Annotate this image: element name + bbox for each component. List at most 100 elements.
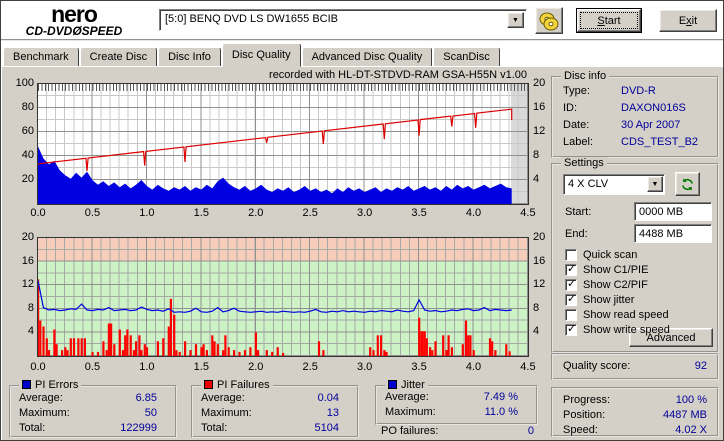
tab-benchmark[interactable]: Benchmark [3,47,79,67]
bar-pi-failures [64,347,67,356]
bar-pi-failures [135,341,138,356]
chevron-down-icon[interactable]: ▼ [647,176,663,192]
bar-pi-failures [322,350,325,356]
y-tick-label: 12 [533,125,546,137]
disc-type-label: Type: [563,85,590,97]
advanced-button[interactable]: Advanced [629,328,713,347]
drive-select[interactable]: [5:0] BENQ DVD LS DW1655 BCIB ▼ [159,9,527,31]
position-value: 4487 MB [662,409,707,421]
bar-pi-failures [238,351,241,356]
y-tick-label: 8 [533,149,540,161]
bar-pi-failures [200,347,203,356]
bar-pi-failures [233,350,236,356]
pi-errors-legend: PI Errors [19,379,82,391]
bar-pi-failures [491,341,494,356]
y-tick-label: 12 [533,278,546,291]
bar-pi-failures [257,350,260,356]
tab-advanced-disc-quality[interactable]: Advanced Disc Quality [301,47,433,67]
pi-errors-total-label: Total: [19,422,46,434]
scan-speed-select[interactable]: 4 X CLV ▼ [563,174,665,195]
x-tick-label: 1.5 [193,207,209,219]
bar-pi-failures [118,329,121,356]
checkmark-icon: ✓ [567,293,577,305]
bar-pi-failures [145,347,149,356]
pi-failures-average-label: Average: [201,392,245,404]
end-position-input[interactable]: 4488 MB [634,224,712,243]
disc-info-box: Disc info Type: DVD-R ID: DAXON016S Date… [551,70,719,158]
chart-recorded-with-label: recorded with HL-DT-STDVD-RAM GSA-H55N v… [269,69,527,81]
checkbox-show-read-speed[interactable] [565,309,577,321]
start-position-input[interactable]: 0000 MB [634,202,712,221]
pi-errors-color-swatch [22,380,31,389]
tab-disc-info[interactable]: Disc Info [158,47,221,67]
tab-create-disc[interactable]: Create Disc [79,47,158,67]
bar-pi-failures [505,344,508,356]
x-tick-label: 3.0 [356,207,373,219]
bar-pi-failures [211,335,214,356]
y-tick-label: 16 [21,254,34,267]
progress-label: Progress: [563,394,611,406]
checkbox-show-c1-pie[interactable]: ✓ [565,263,577,276]
series-pi-errors [38,146,512,204]
disc-info-legend: Disc info [561,70,610,82]
bar-pi-failures [425,338,428,356]
disc-id-value: DAXON016S [621,102,686,114]
checkbox-show-c2-pif[interactable]: ✓ [565,278,577,291]
bar-pi-failures [80,338,83,356]
refresh-button[interactable] [675,172,700,196]
disc-date-label: Date: [563,119,590,131]
checkbox-show-jitter[interactable]: ✓ [565,293,577,306]
pi-failures-x-axis: 0.0 0.5 1.0 1.5 2.0 2.5 3.0 3.5 4.0 4.5 [30,361,535,373]
bar-pi-failures [467,335,470,356]
start-button[interactable]: Start [577,9,641,32]
nero-logo: nero CD-DVDØSPEED [9,3,139,38]
bar-pi-failures [380,335,383,356]
x-tick-label: 1.0 [139,361,155,373]
pi-errors-x-axis: 0.0 0.5 1.0 1.5 2.0 2.5 3.0 3.5 4.0 4.5 [30,207,535,219]
bar-pi-failures [105,350,108,356]
pi-failures-chart-svg [38,279,512,356]
x-tick-label: 2.5 [302,361,318,373]
checkbox-label-show-jitter: Show jitter [583,294,635,306]
po-failures-label: PO failures: [381,425,439,437]
disc-label-value: CDS_TEST_B2 [621,136,699,148]
bar-pi-failures [423,331,426,356]
progress-value: 100 % [675,394,707,406]
logo-text-cdspeed: CD-DVDØSPEED [25,24,123,38]
checkbox-label-show-c1-pie: Show C1/PIE [583,264,649,276]
scan-speed-value: 4 X CLV [568,178,609,190]
x-tick-label: 1.0 [139,207,155,219]
chevron-down-icon[interactable]: ▼ [507,12,524,28]
jitter-maximum-label: Maximum: [385,406,436,418]
bar-pi-failures [450,347,453,356]
x-tick-label: 4.5 [520,207,536,219]
bar-pi-failures [271,351,274,356]
start-position-label: Start: [565,206,592,218]
tab-disc-quality[interactable]: Disc Quality [221,43,301,67]
jitter-maximum-value: 11.0 % [484,406,518,418]
bar-pi-failures [205,350,208,356]
bar-pi-failures [91,351,94,356]
pi-failures-stats-box: PI Failures Average: 0.04 Maximum: 13 Tota… [191,379,359,438]
jitter-average-value: 7.49 % [483,391,518,403]
y-tick-label: 20 [21,173,34,185]
bar-pi-failures [162,338,165,356]
x-tick-label: 3.5 [411,207,427,219]
bar-pi-failures [376,335,379,356]
bar-pi-failures [113,344,116,356]
checkbox-quick-scan[interactable] [565,249,577,261]
tab-scandisc[interactable]: ScanDisc [433,47,500,67]
bar-pi-failures [469,335,472,356]
checkbox-show-write-speed[interactable]: ✓ [565,323,577,336]
bar-pi-failures [189,350,192,356]
bar-pi-failures [184,341,187,356]
x-tick-label: 0.5 [84,207,101,219]
eject-disc-button[interactable] [535,7,563,34]
bar-pi-failures [72,338,76,356]
y-tick-label: 16 [533,101,546,113]
exit-button[interactable]: Exit [659,9,717,32]
bar-pi-failures [445,350,448,356]
pi-errors-stats-box: PI Errors Average: 6.85 Maximum: 50 Total:… [9,379,177,438]
bar-pi-failures [156,341,159,356]
bar-pi-failures [243,350,247,356]
